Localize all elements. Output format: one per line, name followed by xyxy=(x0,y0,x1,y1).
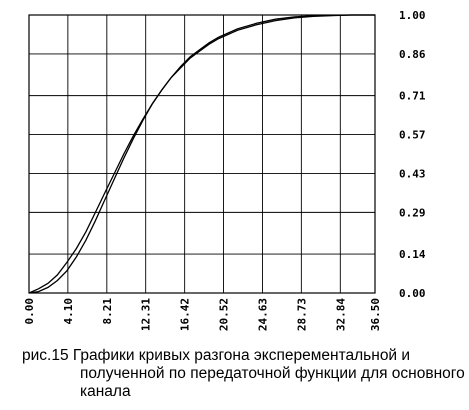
x-tick-label: 4.10 xyxy=(62,298,75,325)
y-tick-label: 0.14 xyxy=(399,248,426,261)
x-tick-labels: 0.00 4.10 8.21 12.31 16.42 20.52 24.63 28.73 32.… xyxy=(23,298,382,331)
caption-line-2: полученной по передаточной функции для о… xyxy=(80,365,465,400)
figure-caption: рис.15 Графики кривых разгона эксперемен… xyxy=(22,347,467,401)
x-tick-label: 24.63 xyxy=(256,298,269,331)
series-group xyxy=(28,14,375,294)
x-tick-label: 12.31 xyxy=(140,298,153,331)
series-line-2 xyxy=(28,14,375,294)
x-tick-label: 28.73 xyxy=(295,298,308,331)
x-tick-label: 32.84 xyxy=(334,298,347,331)
y-tick-labels: 0.00 0.14 0.29 0.43 0.57 0.71 0.86 1.00 xyxy=(399,9,426,300)
x-tick-label: 20.52 xyxy=(218,298,231,331)
x-tick-label: 8.21 xyxy=(101,298,114,325)
chart: 0.00 0.14 0.29 0.43 0.57 0.71 0.86 1.00 0.00 4.1… xyxy=(23,9,426,331)
caption-line-1: рис.15 Графики кривых разгона эксперемен… xyxy=(22,347,411,364)
y-tick-label: 0.71 xyxy=(399,90,426,103)
y-tick-label: 0.57 xyxy=(399,129,426,142)
y-tick-label: 0.00 xyxy=(399,287,426,300)
y-tick-label: 0.43 xyxy=(399,167,426,180)
grid xyxy=(29,15,375,293)
y-tick-label: 1.00 xyxy=(399,9,426,22)
y-tick-label: 0.86 xyxy=(399,48,426,61)
plot-frame xyxy=(28,14,376,294)
y-tick-label: 0.29 xyxy=(399,206,426,219)
series-line-1 xyxy=(28,14,375,294)
x-tick-label: 0.00 xyxy=(23,298,36,325)
x-tick-label: 36.50 xyxy=(369,298,382,331)
x-tick-label: 16.42 xyxy=(179,298,192,331)
